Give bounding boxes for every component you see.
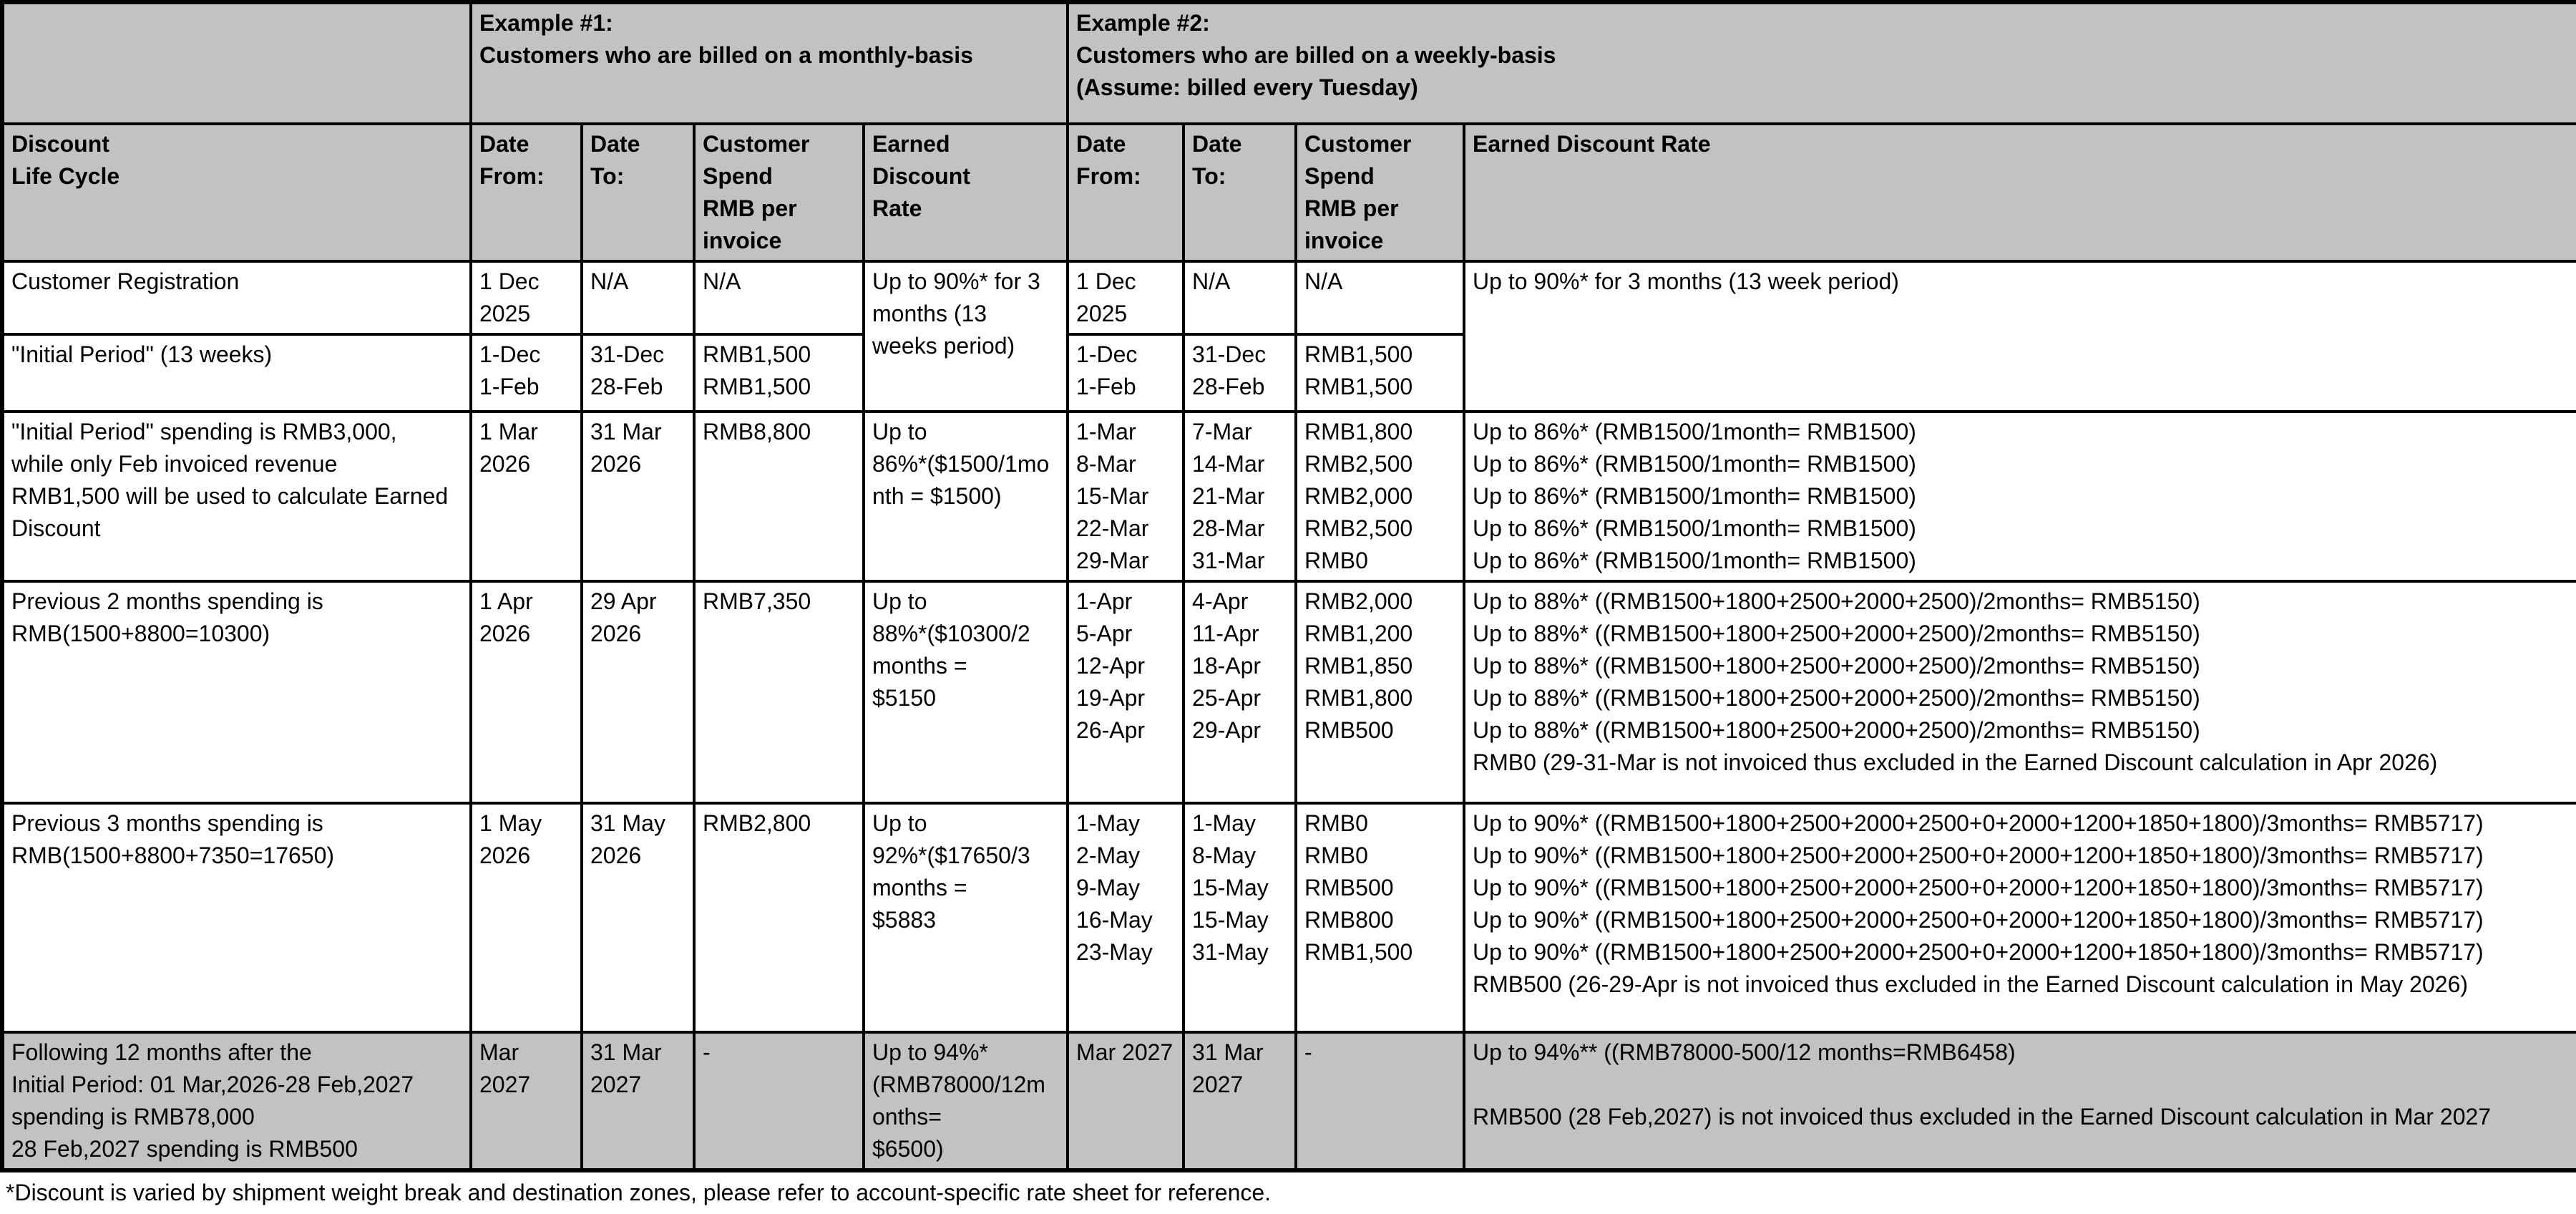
cell-ip-spending-ex1-spend: RMB8,800 <box>693 410 865 583</box>
col-header-ex2-earned-discount-rate: Earned Discount Rate <box>1463 122 2576 263</box>
cell-registration-ex1-date-from: 1 Dec 2025 <box>469 260 583 336</box>
cell-prev2-ex2-spend: RMB2,000 RMB1,200 RMB1,850 RMB1,800 RMB5… <box>1294 580 1466 805</box>
cell-prev3-ex2-earned: Up to 90%* ((RMB1500+1800+2500+2000+2500… <box>1463 802 2576 1034</box>
col-header-ex1-date-from: Date From: <box>469 122 583 263</box>
cell-initial-period-ex2-spend: RMB1,500 RMB1,500 <box>1294 333 1466 413</box>
cell-initial-period-ex2-date-to: 31-Dec 28-Feb <box>1182 333 1298 413</box>
table-row-previous-3-months: Previous 3 months spending is RMB(1500+8… <box>1 802 2576 1034</box>
cell-ip-spending-ex2-date-to: 7-Mar 14-Mar 21-Mar 28-Mar 31-Mar <box>1182 410 1298 583</box>
cell-registration-ex1-date-to: N/A <box>580 260 696 336</box>
cell-registration-life-cycle: Customer Registration <box>1 260 472 336</box>
cell-prev3-ex1-spend: RMB2,800 <box>693 802 865 1034</box>
cell-prev2-ex1-date-to: 29 Apr 2026 <box>580 580 696 805</box>
cell-next12-ex2-earned: Up to 94%** ((RMB78000-500/12 months=RMB… <box>1463 1031 2576 1172</box>
cell-registration-ex2-date-from: 1 Dec 2025 <box>1066 260 1186 336</box>
cell-ip-spending-ex1-earned: Up to 86%*($1500/1mo nth = $1500) <box>862 410 1070 583</box>
cell-ip-spending-ex1-date-to: 31 Mar 2026 <box>580 410 696 583</box>
cell-prev3-ex2-spend: RMB0 RMB0 RMB500 RMB800 RMB1,500 <box>1294 802 1466 1034</box>
cell-corner <box>1 1 472 125</box>
cell-next12-life-cycle: Following 12 months after the Initial Pe… <box>1 1031 472 1172</box>
cell-initial-period-ex1-spend: RMB1,500 RMB1,500 <box>693 333 865 413</box>
table-row-following-12-months: Following 12 months after the Initial Pe… <box>1 1031 2576 1172</box>
cell-prev3-life-cycle: Previous 3 months spending is RMB(1500+8… <box>1 802 472 1034</box>
table-row-registration: Customer Registration 1 Dec 2025 N/A N/A… <box>1 260 2576 413</box>
cell-next12-ex2-date-from: Mar 2027 <box>1066 1031 1186 1172</box>
cell-prev2-life-cycle: Previous 2 months spending is RMB(1500+8… <box>1 580 472 805</box>
cell-prev2-ex2-date-from: 1-Apr 5-Apr 12-Apr 19-Apr 26-Apr <box>1066 580 1186 805</box>
col-header-ex1-earned-discount-rate: Earned Discount Rate <box>862 122 1070 263</box>
col-header-ex2-date-from: Date From: <box>1066 122 1186 263</box>
cell-next12-ex1-date-from: Mar 2027 <box>469 1031 583 1172</box>
cell-next12-ex1-earned: Up to 94%* (RMB78000/12m onths= $6500) <box>862 1031 1070 1172</box>
cell-registration-ex2-date-to: N/A <box>1182 260 1298 336</box>
table-row-previous-2-months: Previous 2 months spending is RMB(1500+8… <box>1 580 2576 805</box>
cell-prev3-ex1-date-to: 31 May 2026 <box>580 802 696 1034</box>
col-header-ex1-date-to: Date To: <box>580 122 696 263</box>
example1-header: Example #1: Customers who are billed on … <box>469 1 1070 125</box>
cell-next12-ex1-spend: - <box>693 1031 865 1172</box>
cell-next12-ex2-date-to: 31 Mar 2027 <box>1182 1031 1298 1172</box>
cell-prev3-ex1-earned: Up to 92%*($17650/3 months = $5883 <box>862 802 1070 1034</box>
cell-next12-ex1-date-to: 31 Mar 2027 <box>580 1031 696 1172</box>
cell-registration-ex2-spend: N/A <box>1294 260 1466 336</box>
col-header-ex2-customer-spend: Customer Spend RMB per invoice <box>1294 122 1466 263</box>
cell-next12-ex2-spend: - <box>1294 1031 1466 1172</box>
cell-initial-period-life-cycle: "Initial Period" (13 weeks) <box>1 333 472 413</box>
cell-ip-spending-life-cycle: "Initial Period" spending is RMB3,000, w… <box>1 410 472 583</box>
cell-initial-period-ex1-date-to: 31-Dec 28-Feb <box>580 333 696 413</box>
cell-prev3-ex1-date-from: 1 May 2026 <box>469 802 583 1034</box>
cell-initial-period-ex2-date-from: 1-Dec 1-Feb <box>1066 333 1186 413</box>
cell-prev2-ex2-earned: Up to 88%* ((RMB1500+1800+2500+2000+2500… <box>1463 580 2576 805</box>
cell-ip-spending-ex2-spend: RMB1,800 RMB2,500 RMB2,000 RMB2,500 RMB0 <box>1294 410 1466 583</box>
cell-initial-period-ex1-date-from: 1-Dec 1-Feb <box>469 333 583 413</box>
cell-prev2-ex2-date-to: 4-Apr 11-Apr 18-Apr 25-Apr 29-Apr <box>1182 580 1298 805</box>
discount-lifecycle-table: Example #1: Customers who are billed on … <box>0 0 2576 1172</box>
cell-prev2-ex1-spend: RMB7,350 <box>693 580 865 805</box>
table-row-initial-period-spending: "Initial Period" spending is RMB3,000, w… <box>1 410 2576 583</box>
example2-header: Example #2: Customers who are billed on … <box>1066 1 2576 125</box>
cell-prev3-ex2-date-from: 1-May 2-May 9-May 16-May 23-May <box>1066 802 1186 1034</box>
cell-registration-ex1-spend: N/A <box>693 260 865 336</box>
cell-prev2-ex1-date-from: 1 Apr 2026 <box>469 580 583 805</box>
cell-registration-ex2-earned: Up to 90%* for 3 months (13 week period) <box>1463 260 2576 413</box>
cell-registration-ex1-earned: Up to 90%* for 3 months (13 weeks period… <box>862 260 1070 413</box>
col-header-ex1-customer-spend: Customer Spend RMB per invoice <box>693 122 865 263</box>
cell-prev3-ex2-date-to: 1-May 8-May 15-May 15-May 31-May <box>1182 802 1298 1034</box>
table-row-initial-period: "Initial Period" (13 weeks) 1-Dec 1-Feb … <box>1 333 2576 413</box>
cell-ip-spending-ex2-date-from: 1-Mar 8-Mar 15-Mar 22-Mar 29-Mar <box>1066 410 1186 583</box>
cell-ip-spending-ex2-earned: Up to 86%* (RMB1500/1month= RMB1500) Up … <box>1463 410 2576 583</box>
col-header-ex2-date-to: Date To: <box>1182 122 1298 263</box>
cell-prev2-ex1-earned: Up to 88%*($10300/2 months = $5150 <box>862 580 1070 805</box>
col-header-discount-life-cycle: Discount Life Cycle <box>1 122 472 263</box>
cell-ip-spending-ex1-date-from: 1 Mar 2026 <box>469 410 583 583</box>
